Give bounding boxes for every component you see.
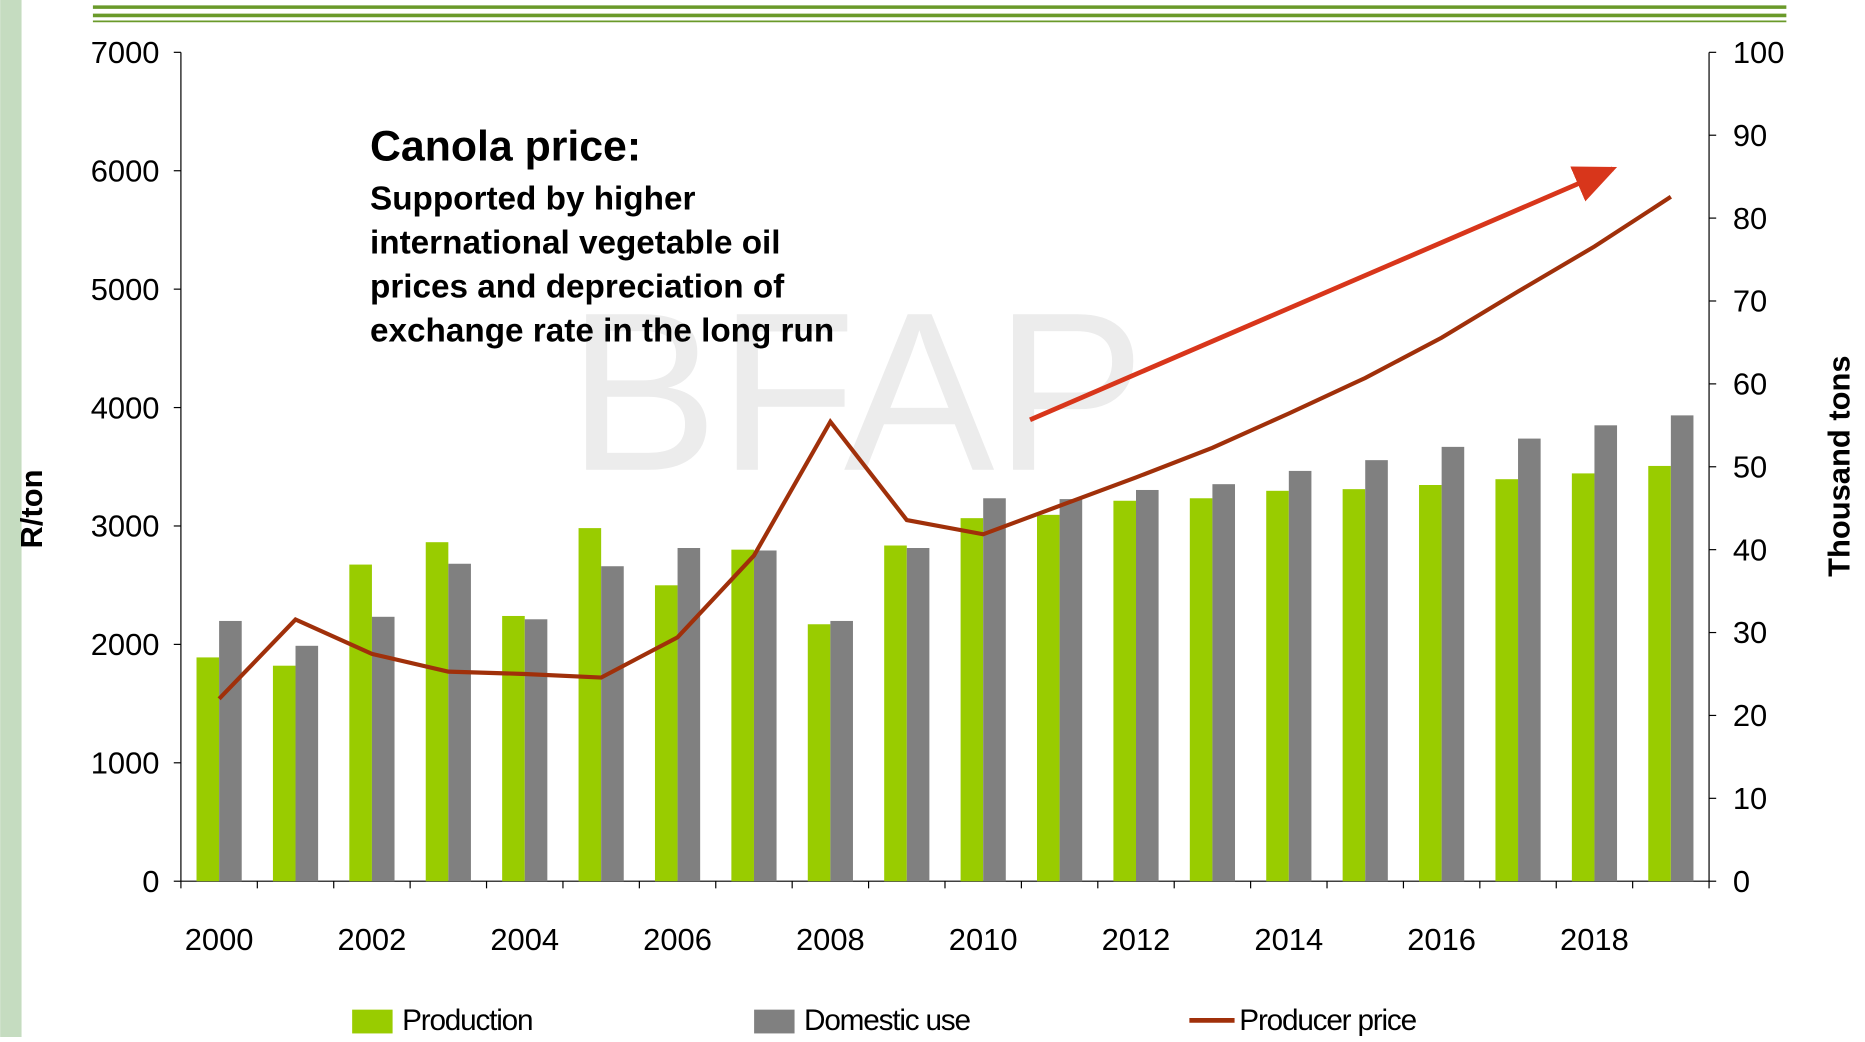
bar <box>754 550 777 881</box>
bar <box>1212 484 1235 881</box>
bar <box>1113 501 1136 881</box>
y2-tick-label: 90 <box>1733 118 1767 153</box>
x-tick-label: 2004 <box>490 922 559 957</box>
annotation-line: Supported by higher <box>370 180 695 217</box>
x-tick-label: 2000 <box>185 922 254 957</box>
x-tick-label: 2016 <box>1407 922 1476 957</box>
x-tick-label: 2010 <box>949 922 1018 957</box>
y-tick-label: 6000 <box>91 153 160 188</box>
y2-tick-label: 70 <box>1733 284 1767 319</box>
legend-swatch <box>352 1010 392 1034</box>
y2-tick-label: 80 <box>1733 201 1767 236</box>
y-axis-label: R/ton <box>14 470 49 549</box>
y2-tick-label: 60 <box>1733 367 1767 402</box>
annotation-line: prices and depreciation of <box>370 268 785 305</box>
y-tick-label: 0 <box>142 864 159 899</box>
bar <box>1037 515 1060 881</box>
bar <box>1343 489 1366 881</box>
y2-tick-label: 50 <box>1733 449 1767 484</box>
bar <box>219 621 242 881</box>
bar <box>601 566 624 881</box>
bar <box>1648 466 1671 881</box>
bar <box>1442 447 1465 881</box>
bar <box>1572 473 1595 881</box>
bar <box>448 564 471 881</box>
y2-tick-label: 10 <box>1733 781 1767 816</box>
bar <box>1266 491 1289 881</box>
y2-tick-label: 100 <box>1733 35 1785 70</box>
legend-label: Domestic use <box>804 1004 970 1037</box>
bar <box>197 657 220 881</box>
bar <box>1594 425 1617 881</box>
bar <box>1671 415 1694 881</box>
bar <box>731 550 754 882</box>
bar <box>579 528 602 881</box>
y-tick-label: 7000 <box>91 35 160 70</box>
bar <box>1190 498 1213 881</box>
y2-tick-label: 0 <box>1733 864 1750 899</box>
bar <box>655 585 678 881</box>
bar <box>907 548 930 881</box>
legend-label: Production <box>402 1004 532 1037</box>
annotation-title: Canola price: <box>370 123 641 171</box>
bar <box>808 624 831 881</box>
bar <box>1365 460 1388 881</box>
y-tick-label: 3000 <box>91 509 160 544</box>
bar <box>273 666 296 882</box>
bar <box>1495 479 1518 881</box>
bar <box>1518 439 1541 882</box>
y2-axis-label: Thousand tons <box>1821 355 1856 576</box>
x-tick-label: 2008 <box>796 922 865 957</box>
bar <box>678 548 701 881</box>
bar <box>426 542 449 881</box>
x-tick-label: 2012 <box>1102 922 1171 957</box>
y2-tick-label: 20 <box>1733 698 1767 733</box>
bar <box>830 621 853 881</box>
bar <box>502 616 525 881</box>
bar <box>525 619 548 881</box>
y2-tick-label: 40 <box>1733 532 1767 567</box>
y-tick-label: 2000 <box>91 627 160 662</box>
legend-swatch <box>754 1010 794 1034</box>
annotation-line: exchange rate in the long run <box>370 312 834 349</box>
bar <box>1289 471 1312 881</box>
bar <box>296 646 319 881</box>
y2-tick-label: 30 <box>1733 615 1767 650</box>
bar <box>1060 499 1083 881</box>
y-tick-label: 4000 <box>91 390 160 425</box>
x-tick-label: 2002 <box>338 922 407 957</box>
y-tick-label: 5000 <box>91 272 160 307</box>
y-tick-label: 1000 <box>91 746 160 781</box>
bar <box>884 546 907 882</box>
bar <box>349 565 372 882</box>
bar <box>961 518 984 881</box>
bar <box>1136 490 1159 881</box>
x-tick-label: 2014 <box>1254 922 1323 957</box>
x-tick-label: 2018 <box>1560 922 1629 957</box>
bar <box>1419 485 1442 881</box>
chart: BFAP 01000200030004000500060007000010203… <box>0 0 1865 1037</box>
bar <box>983 498 1006 881</box>
x-tick-label: 2006 <box>643 922 712 957</box>
annotation-line: international vegetable oil <box>370 224 781 261</box>
legend-label: Producer price <box>1239 1004 1416 1037</box>
